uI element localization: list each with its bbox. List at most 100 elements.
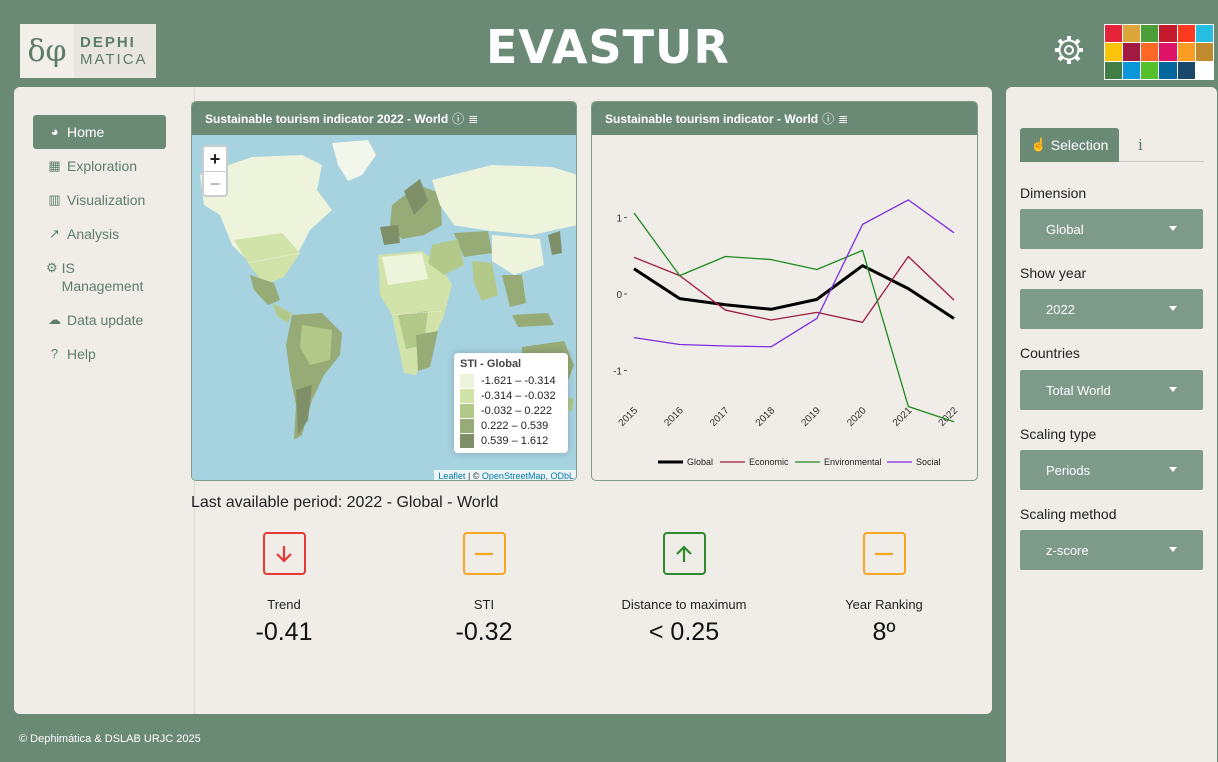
- sdg-goal-tile: [1159, 25, 1177, 43]
- footer-copyright: © Dephimática & DSLAB URJC 2025: [19, 733, 201, 745]
- legend-label-global: Global: [687, 457, 713, 467]
- sdg-goal-tile: [1159, 61, 1177, 79]
- caret-down-icon: [1169, 226, 1177, 231]
- map-zoom-control: + −: [202, 145, 228, 197]
- scaling-method-value: z-score: [1046, 542, 1089, 558]
- kpi-value: 8º: [872, 618, 896, 646]
- tab-info[interactable]: i: [1138, 136, 1143, 154]
- x-tick-label: 2019: [799, 405, 823, 429]
- osm-link[interactable]: OpenStreetMap: [481, 471, 546, 481]
- caret-down-icon: [1169, 547, 1177, 552]
- database-icon[interactable]: ≣: [838, 111, 849, 126]
- database-icon[interactable]: ≣: [468, 111, 479, 126]
- sdg-goals-logo: [1104, 24, 1214, 80]
- line-chart-card: Sustainable tourism indicator - World ⓘ …: [591, 101, 978, 481]
- logo-mark: δφ: [20, 24, 74, 78]
- sidebar-item-label: IS Management: [61, 260, 144, 294]
- attribution-separator: | ©: [465, 471, 482, 481]
- legend-swatch: [460, 433, 474, 448]
- countries-select[interactable]: Total World: [1020, 370, 1203, 410]
- sdg-goal-tile: [1177, 25, 1195, 43]
- scaling-type-label: Scaling type: [1020, 426, 1097, 442]
- legend-row: -1.621 – -0.314: [460, 373, 562, 388]
- map-countries: [200, 140, 576, 440]
- sidebar-item-label: Data update: [67, 312, 144, 328]
- leaflet-link[interactable]: Leaflet: [438, 471, 466, 481]
- sdg-goal-tile: [1105, 61, 1123, 79]
- sidebar-item-data-update[interactable]: ☁ Data update: [33, 303, 166, 337]
- minus-icon: [462, 532, 506, 575]
- dimension-value: Global: [1046, 221, 1084, 237]
- x-tick-label: 2017: [708, 405, 732, 429]
- sidebar-item-label: Help: [67, 346, 96, 362]
- kpi-value: -0.32: [455, 618, 513, 646]
- legend-label: -0.314 – -0.032: [481, 389, 556, 402]
- tab-selection-label: Selection: [1050, 137, 1109, 153]
- map-card: Sustainable tourism indicator 2022 - Wor…: [191, 101, 577, 481]
- countries-label: Countries: [1020, 345, 1080, 361]
- info-circle-icon[interactable]: ⓘ: [822, 112, 835, 126]
- sidebar-item-label: Exploration: [67, 158, 138, 174]
- series-line-economic: [633, 255, 955, 323]
- sidebar-item-exploration[interactable]: ▦ Exploration: [33, 149, 166, 183]
- legend-label-economic: Economic: [749, 457, 789, 467]
- year-value: 2022: [1046, 301, 1075, 317]
- x-tick-label: 2016: [662, 405, 686, 429]
- zoom-out-button[interactable]: −: [204, 171, 226, 195]
- kpi-value: < 0.25: [648, 618, 720, 646]
- y-tick-label: -1: [613, 367, 622, 378]
- map-card-title: Sustainable tourism indicator 2022 - Wor…: [205, 111, 449, 126]
- series-line-global: [633, 264, 955, 320]
- tab-selection[interactable]: ☝ Selection: [1020, 128, 1119, 162]
- legend-label: -1.621 – -0.314: [481, 374, 556, 387]
- gear-icon[interactable]: [1053, 34, 1085, 66]
- legend-label-social: Social: [916, 457, 941, 467]
- sidebar-nav: ◕ Home ▦ Exploration ▥ Visualization ↗ Analysis…: [33, 115, 166, 371]
- app-title: EVASTUR: [486, 20, 730, 74]
- legend-label: -0.032 – 0.222: [481, 404, 552, 417]
- attribution-comma: ,: [545, 471, 551, 481]
- caret-down-icon: [1169, 387, 1177, 392]
- legend-label-environmental: Environmental: [824, 457, 882, 467]
- sdg-goal-tile: [1105, 25, 1123, 43]
- series-line-social: [633, 199, 955, 348]
- dashboard-icon: ◕: [50, 124, 59, 139]
- scaling-type-select[interactable]: Periods: [1020, 450, 1203, 490]
- odbl-link[interactable]: ODbL: [550, 471, 574, 481]
- map-icon: ▥: [48, 192, 61, 207]
- table-icon: ▦: [48, 158, 61, 173]
- sdg-goal-tile: [1105, 43, 1123, 61]
- legend-row: 0.539 – 1.612: [460, 433, 562, 448]
- legend-swatch: [460, 418, 474, 433]
- map-legend: STI - Global -1.621 – -0.314 -0.314 – -0.…: [454, 353, 568, 453]
- scaling-method-select[interactable]: z-score: [1020, 530, 1203, 570]
- sidebar-item-visualization[interactable]: ▥ Visualization: [33, 183, 166, 217]
- legend-swatch: [460, 403, 474, 418]
- kpi-label: Year Ranking: [845, 597, 923, 612]
- logo-text: DEPHI MATICA: [80, 34, 148, 68]
- year-select[interactable]: 2022: [1020, 289, 1203, 329]
- logo: δφ DEPHI MATICA: [20, 24, 156, 78]
- zoom-in-button[interactable]: +: [209, 149, 221, 169]
- map-attribution: Leaflet | © OpenStreetMap, ODbL: [434, 470, 576, 481]
- arrow-down-icon: [262, 532, 306, 575]
- info-circle-icon[interactable]: ⓘ: [452, 112, 465, 126]
- kpi-value: -0.41: [255, 618, 313, 646]
- sidebar-item-home[interactable]: ◕ Home: [33, 115, 166, 149]
- y-tick-label: 0: [616, 290, 622, 301]
- sidebar-item-help[interactable]: ? Help: [33, 337, 166, 371]
- caret-down-icon: [1169, 306, 1177, 311]
- sdg-goal-tile: [1195, 43, 1213, 61]
- logo-line-2: MATICA: [80, 51, 148, 68]
- sidebar-item-analysis[interactable]: ↗ Analysis: [33, 217, 166, 251]
- selection-tabs: ☝ Selection i: [1020, 128, 1204, 162]
- scaling-type-value: Periods: [1046, 462, 1091, 478]
- question-icon: ?: [50, 346, 59, 361]
- sdg-goal-tile: [1141, 43, 1159, 61]
- dimension-select[interactable]: Global: [1020, 209, 1203, 249]
- sidebar-item-is-management[interactable]: ⚙ IS Management: [33, 251, 143, 303]
- minus-icon: [862, 532, 906, 575]
- year-label: Show year: [1020, 265, 1087, 281]
- world-map[interactable]: + − STI - Global -1.621 – -0.314 -0.314 –…: [192, 135, 576, 481]
